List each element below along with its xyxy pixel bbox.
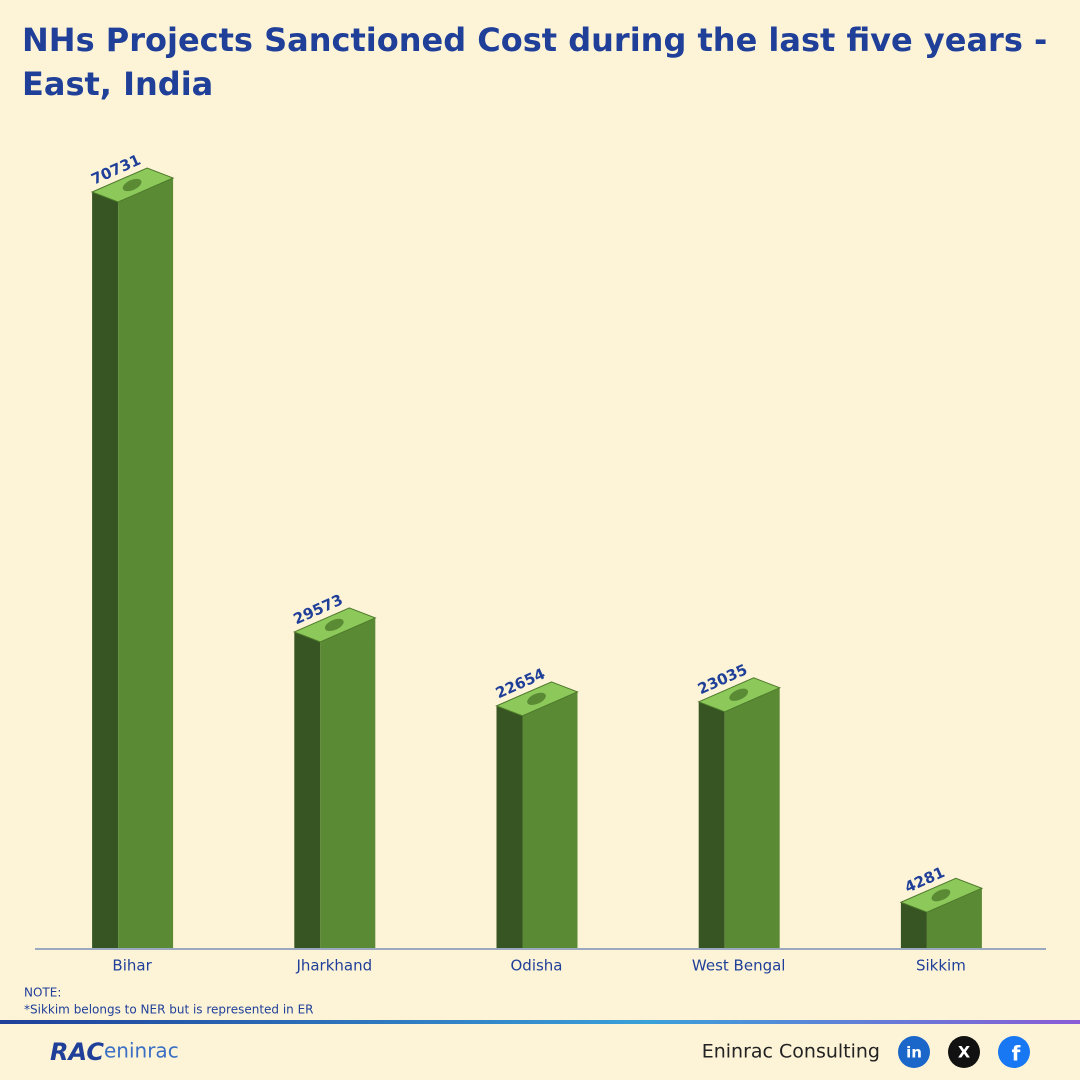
- note: *Sikkim belongs to NER but is represente…: [24, 1003, 314, 1017]
- note-emblem: [324, 618, 344, 632]
- note-emblem: [931, 889, 951, 902]
- bar-side: [92, 192, 119, 948]
- note-emblem: [527, 692, 546, 705]
- facebook-icon[interactable]: [998, 1036, 1030, 1068]
- bar: [320, 617, 376, 948]
- bar-side: [900, 902, 927, 948]
- chart-title: NHs Projects Sanctioned Cost during the …: [22, 21, 1048, 103]
- x-tick-label: Bihar: [112, 957, 152, 975]
- bar-side: [698, 701, 725, 948]
- x-tick-label: Odisha: [510, 957, 562, 975]
- facebook-glyph: f: [1012, 1042, 1021, 1066]
- title-box: NHs Projects Sanctioned Cost during the …: [22, 21, 1048, 103]
- logo: RAC eninrac: [50, 1038, 179, 1066]
- x-icon[interactable]: [948, 1036, 980, 1068]
- x-tick-label: West Bengal: [692, 957, 786, 975]
- x-glyph: X: [958, 1043, 971, 1062]
- bar: [724, 687, 780, 948]
- bar: [522, 691, 578, 948]
- linkedin-glyph: in: [906, 1044, 922, 1062]
- note-emblem: [122, 178, 142, 192]
- logo-mark: RAC: [50, 1038, 104, 1066]
- note-emblem: [729, 688, 749, 701]
- linkedin-icon[interactable]: [898, 1036, 930, 1068]
- logo-text: eninrac: [104, 1039, 179, 1063]
- x-tick-label: Jharkhand: [295, 957, 372, 975]
- bar: [118, 178, 174, 948]
- brand: Eninrac Consulting: [702, 1041, 880, 1063]
- bar-side: [294, 631, 321, 948]
- divider: [0, 1020, 1080, 1024]
- bar: [926, 888, 982, 948]
- x-tick-label: Sikkim: [916, 957, 966, 975]
- bar-side: [496, 705, 523, 948]
- note-heading: NOTE:: [24, 986, 61, 1000]
